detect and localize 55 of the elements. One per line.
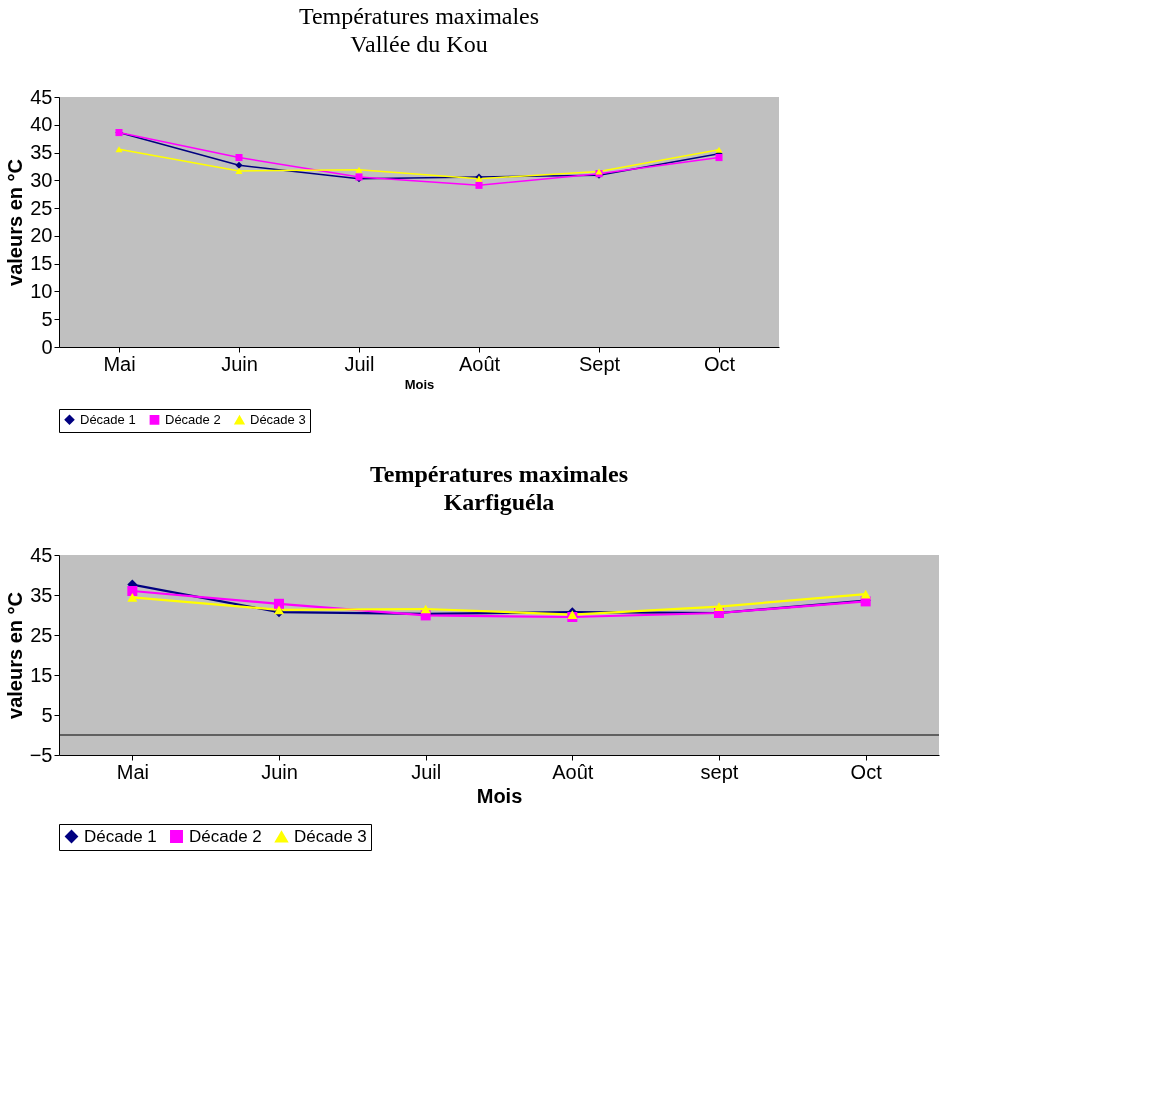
legend-label: Décade 2 [165, 411, 221, 427]
y-tick-label: 25 [30, 623, 53, 646]
point [235, 167, 243, 174]
point [420, 604, 431, 614]
point [235, 161, 243, 169]
point [235, 154, 243, 162]
point [860, 589, 871, 599]
x-tick-label: Mai [103, 352, 136, 375]
x-tick-label: Oct [703, 352, 736, 375]
chart-title: Températures maximales [298, 3, 540, 29]
legend-label: Décade 1 [80, 411, 136, 427]
y-tick-label: 30 [30, 168, 53, 191]
y-tick-label: 0 [41, 335, 53, 358]
y-tick-label: 45 [30, 85, 53, 108]
point [715, 146, 723, 153]
x-tick-label: Juin [221, 352, 258, 375]
y-tick-label: 40 [30, 113, 53, 136]
chart-subtitle: Karfiguéla [443, 489, 555, 515]
y-tick-label: 35 [30, 583, 53, 606]
x-axis-title: Mois [404, 376, 435, 392]
point [715, 154, 723, 162]
y-tick-label: 25 [30, 196, 53, 219]
x-tick-label: Juin [261, 760, 298, 783]
point [127, 593, 138, 602]
y-tick-label: −5 [29, 743, 53, 766]
x-tick-label: Sept [578, 352, 621, 375]
x-tick-label: Oct [850, 760, 883, 783]
chart-subtitle: Vallée du Kou [350, 31, 488, 57]
y-tick-label: 5 [41, 703, 53, 726]
x-tick-label: Août [552, 760, 594, 783]
y-tick-label: 20 [30, 224, 53, 247]
x-tick-label: sept [700, 760, 739, 783]
y-tick-label: 15 [30, 252, 53, 275]
point [355, 166, 363, 173]
point [127, 586, 138, 596]
legend-label: Décade 2 [189, 826, 262, 846]
point [714, 602, 724, 611]
x-tick-label: Août [458, 352, 501, 375]
y-tick-label: 35 [30, 141, 53, 164]
y-tick-label: 5 [41, 307, 53, 330]
y-axis-title: valeurs en °C [3, 592, 26, 719]
y-tick-label: 15 [30, 663, 53, 686]
x-tick-label: Juil [411, 760, 442, 783]
legend-label: Décade 3 [294, 826, 367, 846]
legend-label: Décade 1 [84, 826, 157, 846]
chart-title: Températures maximales [370, 461, 628, 487]
x-tick-label: Juil [344, 352, 375, 375]
point [274, 598, 284, 609]
legend-label: Décade 3 [250, 412, 306, 428]
point [475, 181, 483, 189]
y-tick-label: 10 [30, 279, 53, 302]
x-axis-title: Mois [476, 784, 523, 807]
y-axis-title: valeurs en °C [4, 159, 27, 286]
y-tick-label: 45 [30, 543, 53, 566]
x-tick-label: Mai [116, 760, 149, 783]
